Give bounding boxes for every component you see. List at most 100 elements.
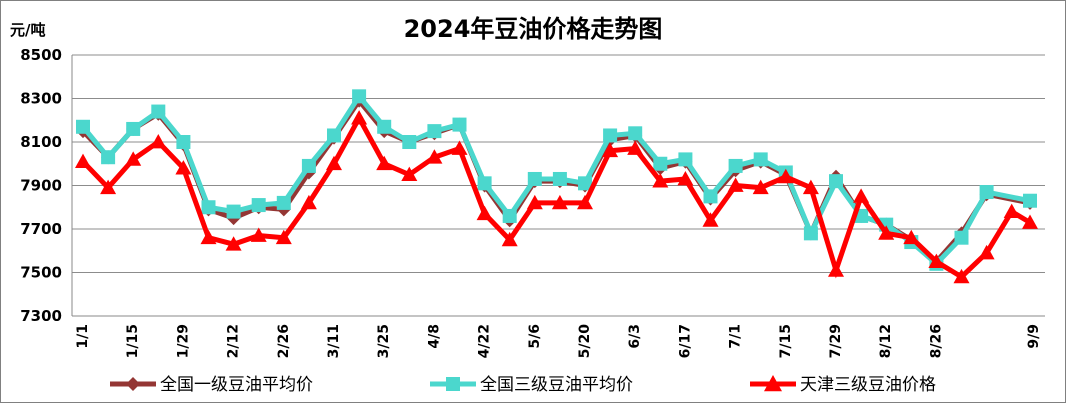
data-point xyxy=(451,140,468,155)
data-point xyxy=(250,227,267,242)
series-lines xyxy=(75,89,1038,284)
data-point xyxy=(402,135,417,149)
x-tick-label: 4/22 xyxy=(477,324,493,358)
data-point xyxy=(928,253,945,269)
y-tick-label: 8500 xyxy=(20,46,62,64)
y-tick-label: 8300 xyxy=(20,90,62,108)
x-tick-label: 5/20 xyxy=(577,324,593,359)
data-point xyxy=(75,153,91,168)
data-point xyxy=(125,151,142,166)
data-point xyxy=(275,229,292,245)
data-point xyxy=(352,89,367,104)
data-point xyxy=(327,128,341,143)
y-tick-label: 7700 xyxy=(20,220,62,238)
x-tick-label: 6/3 xyxy=(627,324,643,349)
x-tick-labels: 1/1 1/15 1/29 2/12 2/26 3/11 3/25 4/8 4/22 5/6 5/2… xyxy=(75,324,1042,359)
data-point xyxy=(301,158,316,173)
data-point xyxy=(126,377,140,391)
x-tick-label: 7/29 xyxy=(828,324,844,358)
data-point xyxy=(101,150,116,165)
data-point xyxy=(76,119,90,134)
data-point xyxy=(351,110,368,125)
data-point xyxy=(903,229,920,245)
x-tick-label: 6/17 xyxy=(677,324,693,358)
data-point xyxy=(126,121,141,136)
data-point xyxy=(703,189,718,204)
data-point xyxy=(201,200,216,215)
x-tick-label: 9/9 xyxy=(1026,324,1042,349)
data-point xyxy=(764,375,782,392)
x-tick-label: 3/11 xyxy=(326,324,342,358)
data-point xyxy=(753,152,768,167)
data-point xyxy=(678,152,693,167)
data-point xyxy=(426,149,443,164)
x-tick-label: 2/26 xyxy=(276,324,292,358)
legend-label: 全国一级豆油平均价 xyxy=(160,375,313,395)
y-tick-label: 7900 xyxy=(20,177,62,195)
data-point xyxy=(477,176,492,191)
data-point xyxy=(176,135,191,149)
data-point xyxy=(728,158,743,173)
data-point xyxy=(100,179,117,195)
data-point xyxy=(777,168,794,184)
x-tick-label: 1/1 xyxy=(75,324,91,349)
data-point xyxy=(802,179,819,195)
data-point xyxy=(225,236,242,251)
y-axis-unit: 元/吨 xyxy=(10,21,45,39)
data-point xyxy=(628,126,643,141)
data-point xyxy=(427,124,442,139)
x-tick-label: 5/6 xyxy=(527,324,543,349)
data-point xyxy=(527,171,542,186)
data-point xyxy=(150,134,167,149)
data-point xyxy=(853,188,870,203)
data-point xyxy=(502,208,517,223)
x-tick-label: 2/12 xyxy=(226,324,242,358)
legend-item: 天津三级豆油价格 xyxy=(750,375,936,395)
legend-item: 全国三级豆油平均价 xyxy=(430,375,633,395)
data-point xyxy=(978,244,995,260)
series-3 xyxy=(75,110,1038,284)
data-point xyxy=(979,185,994,200)
x-tick-label: 4/8 xyxy=(426,324,442,349)
data-point xyxy=(276,195,291,210)
data-point xyxy=(603,128,618,143)
data-point xyxy=(1023,193,1037,208)
x-tick-label: 7/1 xyxy=(728,324,744,349)
data-point xyxy=(401,166,418,182)
legend-label: 天津三级豆油价格 xyxy=(800,375,936,395)
data-point xyxy=(446,377,460,391)
data-point xyxy=(577,194,593,210)
data-point xyxy=(702,212,719,227)
data-point xyxy=(953,268,970,284)
chart-title: 2024年豆油价格走势图 xyxy=(404,15,663,43)
data-point xyxy=(526,194,543,210)
y-tick-label: 7500 xyxy=(20,264,62,282)
axes xyxy=(71,55,1045,317)
data-point xyxy=(376,155,393,171)
x-tick-label: 7/15 xyxy=(778,324,794,358)
data-point xyxy=(377,119,392,134)
data-point xyxy=(1022,214,1038,229)
series-2 xyxy=(76,89,1037,271)
data-point xyxy=(552,171,567,186)
data-point xyxy=(752,179,769,195)
legend: 全国一级豆油平均价 全国三级豆油平均价 天津三级豆油价格 xyxy=(110,375,936,395)
data-point xyxy=(300,194,317,210)
data-point xyxy=(578,176,592,191)
data-point xyxy=(677,170,694,186)
y-tick-label: 7300 xyxy=(20,307,62,325)
data-point xyxy=(175,160,192,175)
x-tick-label: 1/29 xyxy=(175,324,191,358)
data-point xyxy=(226,204,241,219)
x-tick-label: 1/15 xyxy=(125,324,141,358)
data-point xyxy=(1003,203,1020,218)
data-point xyxy=(476,205,493,221)
data-point xyxy=(878,225,895,240)
y-tick-labels: 7300 7500 7700 7900 8100 8300 8500 xyxy=(20,46,62,325)
data-point xyxy=(627,140,644,155)
legend-label: 全国三级豆油平均价 xyxy=(480,375,633,395)
x-tick-label: 3/25 xyxy=(376,324,392,358)
data-point xyxy=(828,262,844,277)
data-point xyxy=(551,194,568,210)
